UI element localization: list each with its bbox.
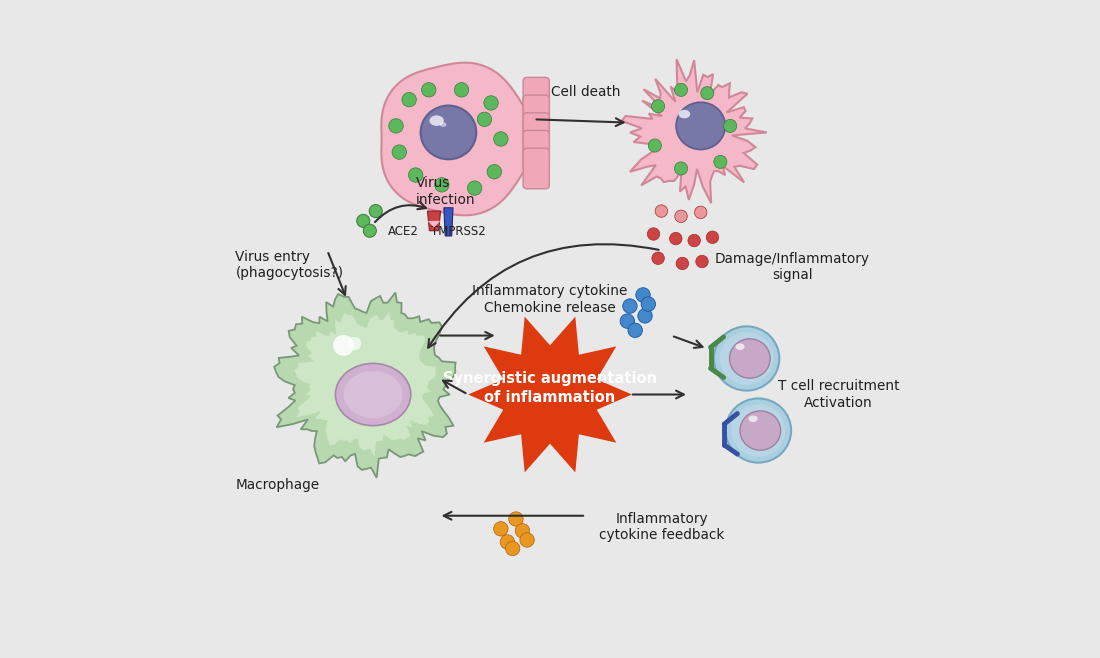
Text: Inflammatory cytokine
Chemokine release: Inflammatory cytokine Chemokine release — [472, 284, 628, 315]
FancyArrowPatch shape — [674, 336, 703, 348]
FancyArrowPatch shape — [428, 244, 659, 347]
Circle shape — [388, 118, 404, 133]
Circle shape — [656, 205, 668, 217]
FancyArrowPatch shape — [443, 380, 465, 393]
Text: Macrophage: Macrophage — [236, 478, 320, 492]
Circle shape — [696, 255, 708, 268]
Circle shape — [694, 206, 707, 218]
Polygon shape — [444, 208, 453, 236]
Circle shape — [641, 297, 656, 311]
FancyArrowPatch shape — [328, 253, 345, 295]
FancyBboxPatch shape — [524, 78, 549, 118]
Circle shape — [356, 215, 370, 228]
Circle shape — [520, 533, 535, 547]
Circle shape — [408, 168, 422, 182]
Circle shape — [349, 337, 361, 350]
Circle shape — [484, 96, 498, 110]
FancyBboxPatch shape — [524, 148, 549, 189]
Circle shape — [370, 205, 383, 218]
Polygon shape — [274, 292, 455, 478]
Ellipse shape — [336, 363, 410, 426]
Polygon shape — [469, 316, 631, 472]
Circle shape — [688, 234, 701, 247]
Circle shape — [494, 132, 508, 146]
FancyArrowPatch shape — [440, 332, 493, 339]
Circle shape — [363, 224, 376, 238]
Circle shape — [494, 522, 508, 536]
Circle shape — [652, 252, 664, 265]
Circle shape — [651, 99, 664, 113]
FancyArrowPatch shape — [537, 118, 624, 126]
Polygon shape — [382, 63, 532, 215]
Ellipse shape — [440, 122, 447, 127]
Circle shape — [500, 535, 515, 549]
FancyBboxPatch shape — [524, 113, 549, 153]
Circle shape — [434, 178, 449, 192]
Circle shape — [676, 257, 689, 270]
Polygon shape — [428, 221, 441, 228]
Text: Cell death: Cell death — [551, 85, 620, 99]
Circle shape — [468, 181, 482, 195]
Ellipse shape — [748, 415, 758, 422]
Circle shape — [505, 542, 520, 556]
Circle shape — [638, 309, 652, 323]
Text: TMPRSS2: TMPRSS2 — [431, 226, 485, 238]
FancyArrowPatch shape — [632, 391, 684, 398]
Ellipse shape — [726, 399, 791, 463]
Ellipse shape — [420, 105, 476, 159]
Circle shape — [628, 323, 642, 338]
Text: Damage/Inflammatory
signal: Damage/Inflammatory signal — [715, 251, 870, 282]
Circle shape — [333, 335, 354, 356]
Circle shape — [402, 93, 416, 107]
Circle shape — [623, 299, 637, 313]
Circle shape — [392, 145, 407, 159]
Polygon shape — [621, 59, 767, 203]
Text: Synergistic augmentation
of inflammation: Synergistic augmentation of inflammation — [443, 371, 657, 405]
Circle shape — [454, 83, 469, 97]
Circle shape — [421, 83, 436, 97]
Ellipse shape — [719, 332, 773, 385]
FancyArrowPatch shape — [375, 202, 426, 222]
Ellipse shape — [740, 411, 781, 450]
Polygon shape — [295, 312, 436, 457]
Text: T cell recruitment
Activation: T cell recruitment Activation — [778, 380, 899, 410]
Circle shape — [724, 119, 737, 132]
Text: ACE2: ACE2 — [388, 226, 419, 238]
Circle shape — [714, 155, 727, 168]
Circle shape — [674, 210, 688, 222]
Circle shape — [508, 512, 524, 526]
Ellipse shape — [429, 115, 444, 126]
Circle shape — [647, 228, 660, 240]
Circle shape — [620, 314, 635, 328]
Circle shape — [701, 87, 714, 99]
Ellipse shape — [676, 102, 725, 149]
Circle shape — [477, 112, 492, 126]
Circle shape — [674, 84, 688, 96]
Ellipse shape — [732, 405, 785, 457]
FancyArrowPatch shape — [443, 512, 583, 520]
Circle shape — [670, 232, 682, 245]
Ellipse shape — [729, 339, 770, 378]
FancyBboxPatch shape — [524, 130, 549, 171]
Ellipse shape — [679, 110, 690, 118]
Text: Virus entry
(phagocytosis?): Virus entry (phagocytosis?) — [235, 249, 343, 280]
Circle shape — [636, 288, 650, 302]
Circle shape — [487, 164, 502, 179]
Ellipse shape — [736, 343, 745, 350]
Text: Inflammatory
cytokine feedback: Inflammatory cytokine feedback — [600, 512, 725, 542]
Circle shape — [515, 524, 530, 538]
FancyBboxPatch shape — [524, 95, 549, 136]
Polygon shape — [428, 211, 441, 231]
Ellipse shape — [714, 326, 779, 391]
Text: Virus
infection: Virus infection — [416, 176, 475, 207]
Circle shape — [648, 139, 661, 152]
Circle shape — [706, 231, 718, 243]
Ellipse shape — [343, 371, 403, 418]
Circle shape — [674, 162, 688, 175]
